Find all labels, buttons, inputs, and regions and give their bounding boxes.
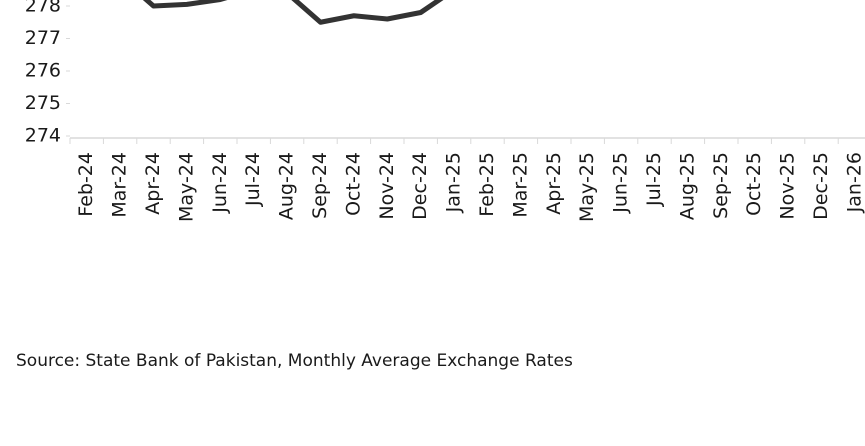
x-tick-label: Oct-24	[342, 152, 364, 216]
x-tick-label: Feb-24	[75, 152, 97, 217]
x-tick-label: May-25	[576, 152, 598, 222]
x-tick-label: Jun-24	[209, 152, 231, 214]
x-tick-label: Apr-24	[142, 152, 164, 215]
x-tick-label: Aug-24	[276, 152, 298, 220]
x-tick-label: Jan-25	[443, 152, 465, 213]
line-series	[142, 0, 444, 25]
x-tick-label: Mar-24	[109, 152, 131, 218]
x-tick-label: Jan-26	[843, 152, 865, 213]
x-tick-label: Oct-25	[743, 152, 765, 216]
x-tick-label: Mar-25	[509, 152, 531, 218]
x-tick-label: Aug-25	[676, 152, 698, 220]
x-tick-label: Nov-25	[777, 152, 799, 220]
x-tick-label: May-24	[175, 152, 197, 222]
x-tick-label: Sep-24	[309, 152, 331, 219]
x-tick-label: Jun-25	[610, 152, 632, 214]
y-tick-label: 277	[25, 27, 61, 49]
x-tick-label: Dec-24	[409, 152, 431, 220]
x-tick-label: Feb-25	[476, 152, 498, 217]
x-tick-label: Dec-25	[810, 152, 832, 220]
source-note: Source: State Bank of Pakistan, Monthly …	[16, 351, 573, 371]
x-tick-label: Nov-24	[376, 152, 398, 220]
y-tick-label: 276	[25, 60, 61, 82]
x-tick-label: Jul-25	[643, 152, 665, 207]
x-tick-label: Apr-25	[543, 152, 565, 215]
y-tick-label: 275	[25, 92, 61, 114]
x-tick-label: Sep-25	[710, 152, 732, 219]
y-tick-label: 278	[25, 0, 61, 17]
y-tick-label: 274	[25, 125, 61, 147]
x-tick-label: Jul-24	[242, 152, 264, 207]
